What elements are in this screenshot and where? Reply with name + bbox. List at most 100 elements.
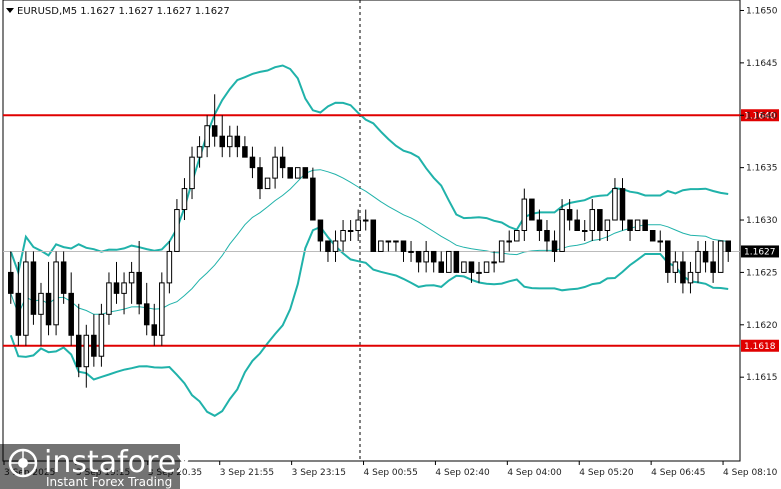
candle [53,251,59,336]
current-price-label: 1.1627 [744,247,776,257]
candle-body [98,313,105,357]
candle-body [627,219,633,231]
time-tick-label: 4 Sep 00:55 [364,468,418,478]
candle-body [393,240,399,243]
candle [317,219,324,252]
candle-body [234,135,241,148]
candle-body [649,230,656,242]
candle [128,261,135,304]
candle [310,167,316,221]
plot-frame [2,0,741,462]
candle-body [710,261,716,273]
symbol-header: EURUSD,M5 1.1627 1.1627 1.1627 1.1627 [6,6,230,17]
watermark-brand: instaforex [44,445,193,480]
candle-body [30,261,37,315]
candle [91,314,97,367]
candle-body [83,334,90,368]
candle [657,230,664,252]
candle [400,240,407,262]
price-tick-label: 1.1630 [746,216,778,226]
candle [249,146,256,179]
symbol-line: EURUSD,M5 1.1627 1.1627 1.1627 1.1627 [17,6,230,17]
candle-body [634,219,641,231]
candle-body [672,261,679,273]
time-tick-label: 4 Sep 05:20 [579,468,634,478]
candle [294,167,301,179]
instaforex-watermark: instaforex Instant Forex Trading [0,444,193,489]
candle [408,240,414,262]
candle [551,230,558,262]
candle-body [310,177,316,221]
candle [60,251,67,304]
current-price-tag [741,245,779,258]
candle [483,261,490,273]
candle [672,251,679,283]
candle [302,167,309,179]
candle-body [181,188,188,211]
candle [627,219,633,241]
watermark-tagline: Instant Forex Trading [46,475,172,489]
middle-band [10,169,729,316]
candle [604,219,611,241]
candle-body [551,240,558,252]
candle [159,272,165,346]
candle-body [415,250,422,263]
candle-body [302,167,309,179]
candle-body [91,334,97,357]
candle [98,303,105,367]
candle-body [430,250,437,263]
candle [242,136,248,158]
candle [136,240,142,315]
time-tick-label: 4 Sep 02:40 [435,468,490,478]
candle [174,199,180,252]
upper-band [9,64,729,277]
candle-body [687,271,694,284]
candle [378,240,384,252]
candle [332,230,339,262]
candle [68,272,74,346]
candle-body [113,282,120,294]
candle-body [717,240,724,273]
candle [38,282,44,346]
candle [680,251,686,294]
candle-body [257,167,263,190]
candle-body [174,209,180,252]
candle-body [242,146,248,158]
candle-body [279,156,286,169]
candle [143,282,150,336]
candle-body [702,250,709,263]
candle [642,219,648,231]
candle-body [378,240,384,252]
price-tick-label: 1.1615 [746,373,778,383]
candle-body [204,125,210,148]
candle-body [60,261,67,294]
candle [589,199,596,241]
candle-body [151,324,158,336]
candle-body [581,230,588,232]
candle [257,157,263,200]
candle [717,240,724,273]
candle-body [498,240,505,263]
candle [649,230,656,242]
candle [687,261,694,294]
candle-body [491,261,497,264]
candle [710,240,716,283]
candle-body [272,156,278,179]
candle-body [227,135,233,148]
candle-body [45,292,52,326]
candle-body [574,219,580,231]
candle-body [385,240,392,243]
candle [234,125,241,158]
candle-body [725,240,731,252]
candle-body [559,209,565,252]
candle-body [536,219,543,231]
candle [219,115,225,158]
candle-body [143,303,150,326]
candle [15,261,22,346]
lower-band [9,225,729,417]
candle-body [75,334,82,368]
candle [113,261,120,304]
candle [370,219,377,252]
candle [476,261,482,283]
candle [189,146,195,200]
